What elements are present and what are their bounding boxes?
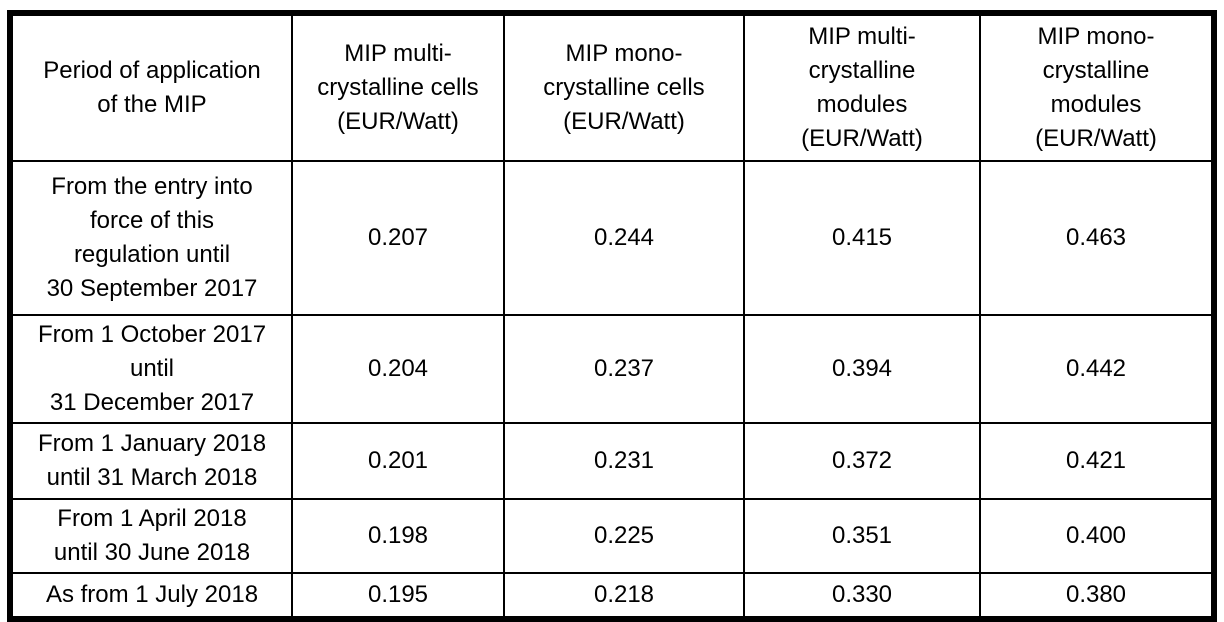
value-cell: 0.400 [979, 498, 1215, 574]
value-cell: 0.201 [291, 422, 505, 500]
value-cell: 0.195 [291, 572, 505, 620]
period-line: As from 1 July 2018 [45, 581, 259, 608]
table-row: From the entry into force of this regula… [9, 160, 1215, 316]
value-cell: 0.231 [503, 422, 745, 500]
period-line: until 30 June 2018 [53, 539, 251, 566]
header-line: (EUR/Watt) [801, 125, 923, 152]
header-line: MIP mono- [1037, 23, 1155, 50]
value-cell: 0.442 [979, 314, 1215, 424]
header-line: (EUR/Watt) [563, 108, 685, 135]
value-cell: 0.207 [291, 160, 505, 316]
value-cell: 0.351 [743, 498, 981, 574]
period-line: until 31 March 2018 [46, 464, 258, 491]
table-row: From 1 April 2018 until 30 June 2018 0.1… [9, 498, 1215, 574]
mip-price-table: Period of application of the MIP MIP mul… [7, 10, 1217, 622]
period-line: regulation until [73, 241, 231, 268]
header-line: crystalline cells [317, 74, 479, 101]
header-line: (EUR/Watt) [1035, 125, 1157, 152]
header-line: crystalline [808, 57, 916, 84]
header-line: crystalline [1042, 57, 1150, 84]
header-line: of the MIP [97, 91, 207, 118]
period-line: 30 September 2017 [46, 275, 258, 302]
header-line: modules [1050, 91, 1142, 118]
value-cell: 0.330 [743, 572, 981, 620]
header-cell-mono-modules: MIP mono- crystalline modules (EUR/Watt) [979, 12, 1215, 162]
header-line: MIP mono- [565, 40, 683, 67]
table-row: From 1 January 2018 until 31 March 2018 … [9, 422, 1215, 500]
header-line: MIP multi- [344, 40, 452, 67]
period-line: From the entry into [51, 173, 253, 200]
value-cell: 0.415 [743, 160, 981, 316]
value-cell: 0.380 [979, 572, 1215, 620]
value-cell: 0.372 [743, 422, 981, 500]
value-cell: 0.198 [291, 498, 505, 574]
header-line: MIP multi- [808, 23, 916, 50]
value-cell: 0.394 [743, 314, 981, 424]
period-line: until [129, 355, 175, 382]
table-row: As from 1 July 2018 0.195 0.218 0.330 0.… [9, 572, 1215, 620]
table-row: From 1 October 2017 until 31 December 20… [9, 314, 1215, 424]
period-cell: From 1 April 2018 until 30 June 2018 [9, 498, 293, 574]
value-cell: 0.463 [979, 160, 1215, 316]
period-line: 31 December 2017 [49, 389, 255, 416]
value-cell: 0.421 [979, 422, 1215, 500]
table-header-row: Period of application of the MIP MIP mul… [9, 12, 1215, 162]
value-cell: 0.225 [503, 498, 745, 574]
header-cell-mono-cells: MIP mono- crystalline cells (EUR/Watt) [503, 12, 745, 162]
period-cell: As from 1 July 2018 [9, 572, 293, 620]
period-line: From 1 January 2018 [37, 430, 267, 457]
period-cell: From 1 January 2018 until 31 March 2018 [9, 422, 293, 500]
header-line: crystalline cells [543, 74, 705, 101]
period-cell: From 1 October 2017 until 31 December 20… [9, 314, 293, 424]
period-line: force of this [89, 207, 215, 234]
header-line: (EUR/Watt) [337, 108, 459, 135]
value-cell: 0.244 [503, 160, 745, 316]
header-line: Period of application [43, 57, 261, 84]
period-cell: From the entry into force of this regula… [9, 160, 293, 316]
value-cell: 0.218 [503, 572, 745, 620]
header-cell-multi-modules: MIP multi- crystalline modules (EUR/Watt… [743, 12, 981, 162]
period-line: From 1 October 2017 [37, 321, 267, 348]
header-cell-multi-cells: MIP multi- crystalline cells (EUR/Watt) [291, 12, 505, 162]
value-cell: 0.237 [503, 314, 745, 424]
period-line: From 1 April 2018 [57, 505, 247, 532]
header-cell-period: Period of application of the MIP [9, 12, 293, 162]
header-line: modules [816, 91, 908, 118]
value-cell: 0.204 [291, 314, 505, 424]
